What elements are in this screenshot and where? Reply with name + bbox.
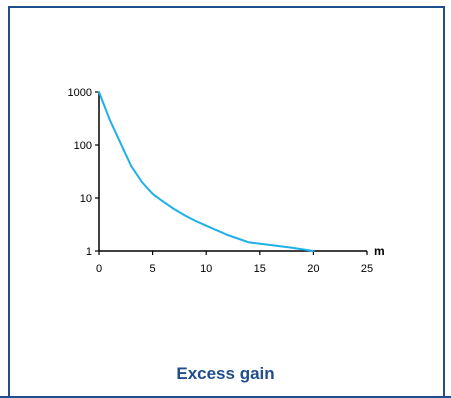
x-tick-label: 20 [307,263,319,275]
frame-border-bottom [0,396,451,398]
series-line [98,91,315,252]
x-tick-label: 0 [96,263,102,275]
y-tick-label: 10 [80,193,92,205]
frame-border-left [8,6,10,398]
axes [98,92,367,252]
x-tick-label: 5 [150,263,156,275]
frame-border-right [443,6,445,398]
x-tick-label: 10 [200,263,212,275]
x-axis-label: m [374,244,385,258]
y-tick-label: 1000 [68,87,92,99]
chart-title: Excess gain [176,364,275,383]
frame-border-top [8,6,445,8]
series-group [98,91,315,252]
x-ticks: 0 5 10 15 20 25 [96,251,373,275]
y-ticks: 1 10 100 1000 [68,87,99,258]
y-tick-label: 1 [86,246,92,258]
y-tick-label: 100 [74,140,92,152]
x-tick-label: 25 [361,263,373,275]
x-tick-label: 15 [254,263,266,275]
